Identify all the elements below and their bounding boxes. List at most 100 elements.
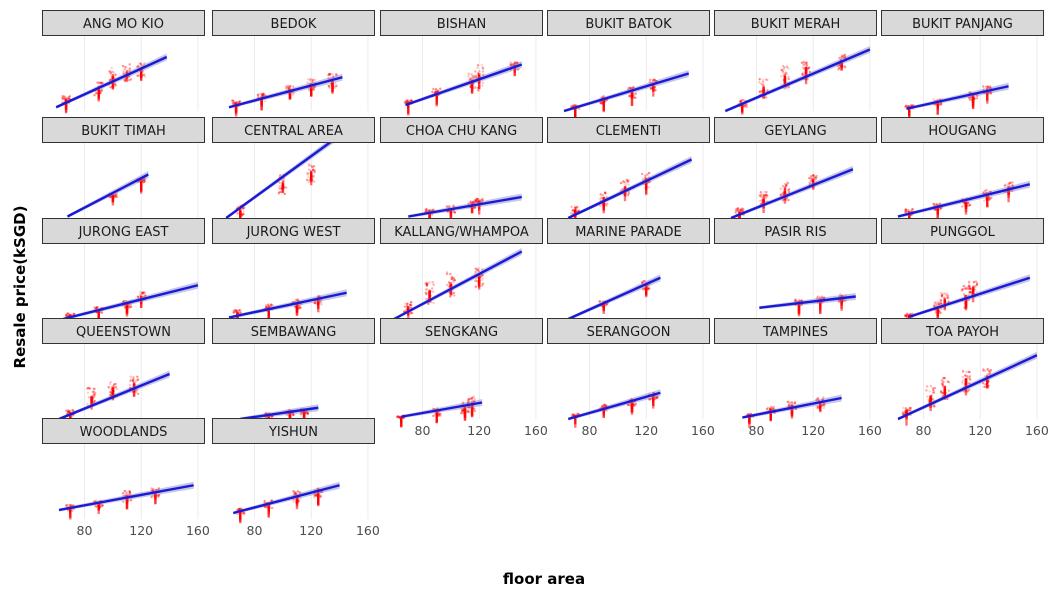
point-geylang bbox=[787, 188, 791, 191]
point-choa-chu-kang bbox=[469, 200, 472, 204]
point-core-marine-parade bbox=[645, 285, 648, 298]
point-bukit-merah bbox=[801, 73, 804, 76]
point-bukit-merah bbox=[842, 54, 845, 57]
point-marine-parade bbox=[648, 287, 651, 290]
point-clementi bbox=[627, 183, 630, 186]
point-sengkang bbox=[468, 410, 471, 414]
point-yishun bbox=[291, 489, 295, 493]
point-central-area bbox=[312, 165, 316, 168]
point-central-area bbox=[311, 168, 315, 172]
point-core-bukit-panjang bbox=[971, 96, 975, 109]
point-punggol bbox=[962, 293, 966, 296]
point-bedok bbox=[333, 86, 336, 90]
point-clementi bbox=[606, 202, 609, 206]
point-serangoon bbox=[655, 396, 658, 400]
strip-label-bukit-timah: BUKIT TIMAH bbox=[81, 124, 166, 139]
point-bukit-batok bbox=[633, 96, 636, 99]
point-kallang-whampoa bbox=[405, 302, 409, 305]
point-bukit-merah bbox=[801, 73, 804, 77]
point-sengkang bbox=[396, 415, 399, 419]
point-jurong-east bbox=[95, 306, 99, 310]
point-geylang bbox=[815, 174, 818, 177]
point-hougang bbox=[1011, 184, 1014, 187]
point-sengkang bbox=[470, 397, 473, 400]
point-bukit-merah bbox=[844, 66, 847, 69]
point-bukit-batok bbox=[628, 94, 631, 98]
point-bedok bbox=[313, 85, 316, 89]
point-bishan bbox=[404, 101, 407, 104]
point-serangoon bbox=[604, 404, 607, 407]
point-geylang bbox=[764, 200, 767, 203]
point-core-hougang bbox=[1007, 188, 1010, 203]
point-central-area bbox=[307, 180, 310, 184]
point-pasir-ris bbox=[818, 295, 822, 299]
point-geylang bbox=[758, 194, 762, 197]
point-kallang-whampoa bbox=[475, 280, 479, 283]
point-bukit-batok bbox=[653, 78, 657, 82]
strip-label-toa-payoh: TOA PAYOH bbox=[925, 325, 999, 340]
point-hougang bbox=[903, 210, 907, 213]
point-punggol bbox=[939, 299, 943, 302]
point-clementi bbox=[622, 180, 625, 183]
point-choa-chu-kang bbox=[453, 211, 457, 214]
point-punggol bbox=[939, 301, 943, 305]
point-punggol bbox=[939, 303, 942, 306]
point-jurong-east bbox=[93, 307, 97, 310]
point-ang-mo-kio bbox=[136, 74, 139, 78]
point-choa-chu-kang bbox=[424, 208, 428, 211]
point-choa-chu-kang bbox=[445, 205, 448, 208]
point-geylang bbox=[787, 190, 791, 194]
point-punggol bbox=[964, 287, 967, 290]
point-geylang bbox=[784, 186, 787, 189]
point-kallang-whampoa bbox=[425, 297, 428, 301]
point-toa-payoh bbox=[969, 378, 972, 382]
point-central-area bbox=[242, 210, 245, 213]
point-choa-chu-kang bbox=[448, 205, 451, 208]
point-kallang-whampoa bbox=[425, 293, 428, 296]
point-serangoon bbox=[626, 403, 630, 407]
point-bukit-merah bbox=[843, 65, 846, 68]
point-central-area bbox=[311, 165, 314, 168]
point-queenstown bbox=[112, 383, 116, 386]
point-bukit-batok bbox=[634, 92, 637, 95]
point-sengkang bbox=[467, 410, 470, 413]
point-bishan bbox=[471, 74, 475, 78]
point-bishan bbox=[476, 64, 480, 67]
point-core-ang-mo-kio bbox=[140, 70, 143, 77]
point-jurong-west bbox=[313, 301, 316, 305]
point-hougang bbox=[911, 208, 915, 211]
point-marine-parade bbox=[606, 303, 609, 306]
point-kallang-whampoa bbox=[476, 268, 479, 272]
point-kallang-whampoa bbox=[451, 277, 454, 280]
point-kallang-whampoa bbox=[430, 287, 434, 290]
point-kallang-whampoa bbox=[425, 283, 429, 286]
point-hougang bbox=[989, 197, 992, 200]
point-core-queenstown bbox=[111, 388, 115, 397]
point-sengkang bbox=[461, 401, 464, 404]
point-ang-mo-kio bbox=[142, 73, 146, 77]
point-geylang bbox=[740, 209, 744, 213]
point-sengkang bbox=[439, 414, 442, 417]
point-hougang bbox=[940, 206, 943, 210]
point-clementi bbox=[626, 194, 630, 197]
point-bedok bbox=[291, 93, 295, 96]
point-serangoon bbox=[603, 403, 606, 407]
point-bukit-merah bbox=[842, 56, 846, 59]
point-ang-mo-kio bbox=[142, 63, 145, 67]
x-tick-label-160: 160 bbox=[858, 423, 882, 438]
point-kallang-whampoa bbox=[452, 279, 455, 282]
point-choa-chu-kang bbox=[481, 197, 484, 200]
point-geylang bbox=[809, 179, 812, 182]
point-ang-mo-kio bbox=[108, 78, 112, 82]
point-bishan bbox=[474, 86, 477, 89]
point-bukit-merah bbox=[780, 83, 783, 86]
point-punggol bbox=[967, 298, 971, 302]
point-punggol bbox=[968, 287, 971, 290]
point-sengkang bbox=[473, 409, 477, 413]
point-sengkang bbox=[438, 412, 441, 415]
point-choa-chu-kang bbox=[425, 208, 428, 211]
point-choa-chu-kang bbox=[474, 199, 478, 203]
point-bukit-merah bbox=[805, 61, 808, 65]
point-bishan bbox=[482, 73, 485, 77]
point-choa-chu-kang bbox=[474, 199, 477, 202]
